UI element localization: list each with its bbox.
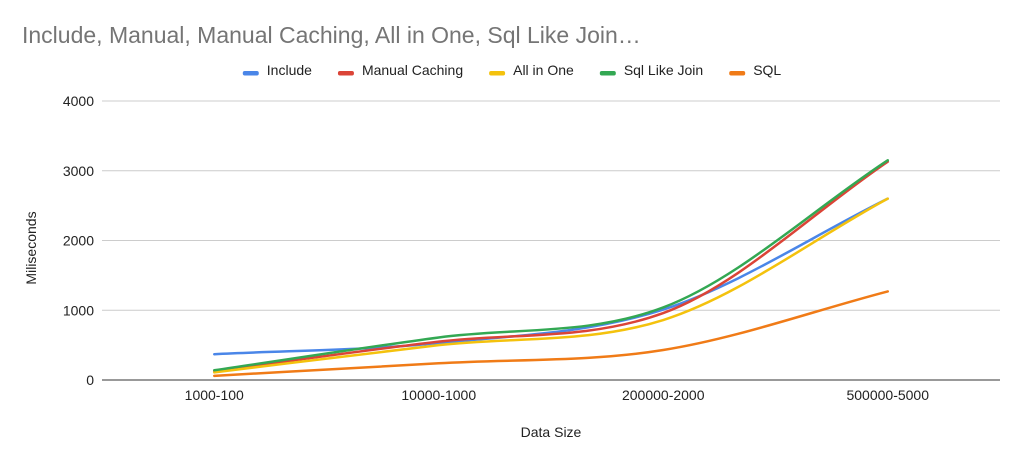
legend-swatch (489, 71, 506, 76)
x-tick-label: 200000-2000 (622, 387, 705, 403)
x-tick-label: 500000-5000 (846, 387, 929, 403)
y-axis-title: Miliseconds (23, 211, 39, 284)
series-line-all-in-one (213, 197, 889, 374)
legend-swatch (729, 71, 746, 76)
x-axis-ticks: 1000-100 10000-1000 200000-2000 500000-5000 (185, 387, 930, 403)
legend-label: SQL (753, 62, 781, 78)
gridlines (102, 100, 1000, 381)
series-line-manual-caching (213, 160, 889, 373)
legend-swatch (337, 71, 354, 76)
y-tick-label: 1000 (63, 302, 94, 318)
chart-title: Include, Manual, Manual Caching, All in … (22, 22, 641, 48)
x-tick-label: 1000-100 (185, 387, 244, 403)
y-tick-label: 4000 (63, 93, 94, 109)
legend-label: All in One (513, 62, 574, 78)
y-tick-label: 0 (86, 372, 94, 388)
legend-swatch (599, 71, 616, 76)
x-axis-title: Data Size (521, 424, 582, 440)
legend-swatch (242, 71, 259, 76)
y-axis-ticks: 0 1000 2000 3000 4000 (63, 93, 94, 388)
series-line-include (213, 197, 889, 356)
legend-label: Include (267, 62, 312, 78)
legend-label: Manual Caching (362, 62, 463, 78)
legend-item: Manual Caching (337, 62, 463, 78)
y-tick-label: 3000 (63, 163, 94, 179)
legend: Include Manual Caching All in One Sql Like … (242, 62, 781, 78)
legend-item: Sql Like Join (599, 62, 703, 78)
series-line-sql-like-join (213, 159, 889, 372)
x-tick-label: 10000-1000 (401, 387, 476, 403)
legend-item: All in One (489, 62, 574, 78)
series-lines (213, 159, 889, 378)
legend-item: SQL (729, 62, 781, 78)
legend-label: Sql Like Join (624, 62, 703, 78)
legend-item: Include (242, 62, 312, 78)
y-tick-label: 2000 (63, 233, 94, 249)
series-line-sql (213, 290, 889, 378)
